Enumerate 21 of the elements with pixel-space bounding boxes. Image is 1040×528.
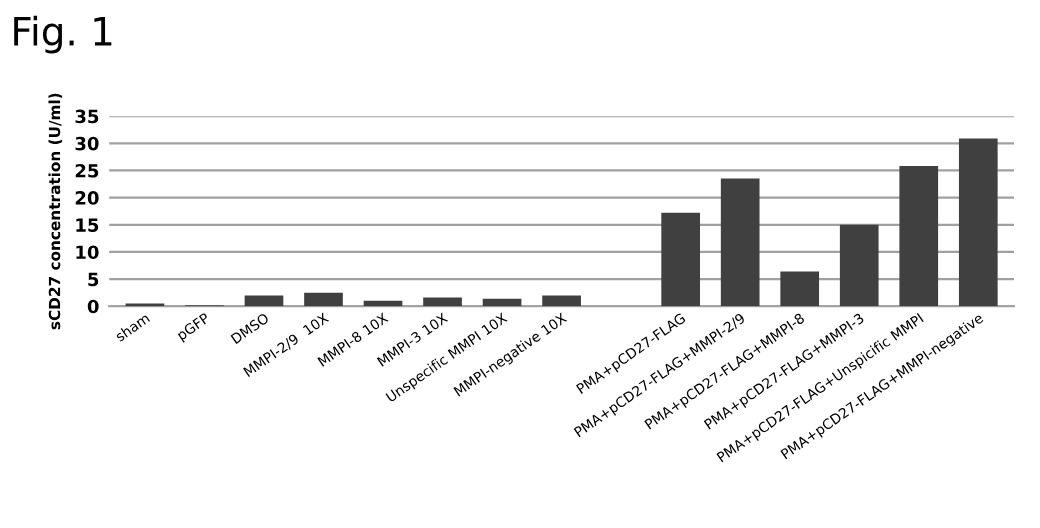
bar [958, 138, 998, 307]
bar [899, 166, 939, 307]
y-tick-label: 30 [75, 136, 99, 151]
bar [542, 295, 581, 307]
bar [304, 292, 343, 307]
chart-title: Fig. 1 [14, 15, 112, 54]
y-tick-label: 10 [76, 245, 99, 260]
bar [423, 297, 462, 307]
bar [661, 212, 700, 307]
y-tick-label: 0 [87, 299, 99, 314]
y-tick-label: 35 [75, 109, 99, 124]
y-tick-label: 20 [75, 191, 99, 205]
y-tick-label: 5 [88, 272, 99, 287]
bar [839, 224, 879, 307]
bar [780, 271, 820, 307]
bar [482, 298, 522, 307]
bar [720, 178, 760, 307]
bar [363, 300, 403, 307]
y-tick-label: 15 [76, 218, 99, 232]
y-tick-label: 25 [75, 163, 99, 178]
bar [244, 295, 284, 307]
